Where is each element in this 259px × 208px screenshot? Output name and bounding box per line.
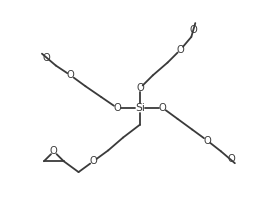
Text: O: O <box>90 156 97 166</box>
Text: O: O <box>42 53 50 63</box>
Text: O: O <box>189 25 197 35</box>
Text: Si: Si <box>135 103 145 113</box>
Text: O: O <box>136 83 144 93</box>
Text: O: O <box>67 70 75 80</box>
Text: O: O <box>50 146 58 156</box>
Text: O: O <box>113 103 121 113</box>
Text: O: O <box>177 45 184 55</box>
Text: O: O <box>159 103 167 113</box>
Text: O: O <box>203 135 211 146</box>
Text: O: O <box>227 154 235 164</box>
